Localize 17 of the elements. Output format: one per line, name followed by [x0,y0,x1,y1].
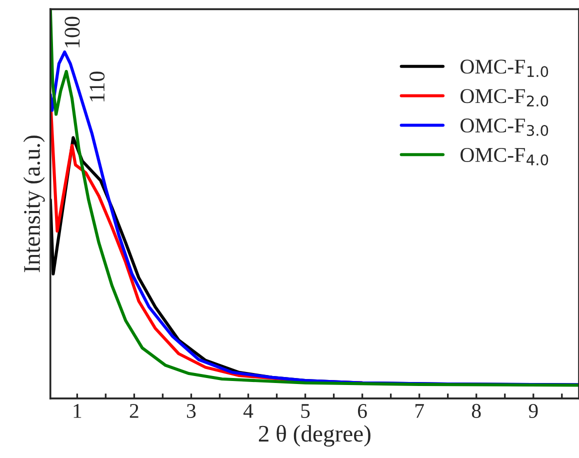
legend-label: OMC-F$_{1.0}$ [460,60,548,78]
x-tick-label: 4 [243,404,254,418]
x-tick-label: 1 [74,404,82,418]
x-tick-label: 3 [187,404,196,418]
legend-label: OMC-F$_{2.0}$ [460,89,548,107]
x-tick-label: 2 [130,404,138,418]
x-tick-label: 5 [301,404,310,418]
annotation: 110 [90,72,105,102]
x-tick-label: 8 [472,404,481,418]
legend-label: OMC-F$_{4.0}$ [460,148,548,166]
x-axis-title: 2 θ (degree) [258,424,370,447]
x-tick-label: 6 [358,404,367,418]
x-tick-label: 7 [415,404,424,418]
y-axis-title: Intensity (a.u.) [23,136,45,272]
x-tick-label: 9 [528,404,538,418]
legend-label: OMC-F$_{3.0}$ [460,118,548,136]
annotation: 100 [64,16,80,48]
